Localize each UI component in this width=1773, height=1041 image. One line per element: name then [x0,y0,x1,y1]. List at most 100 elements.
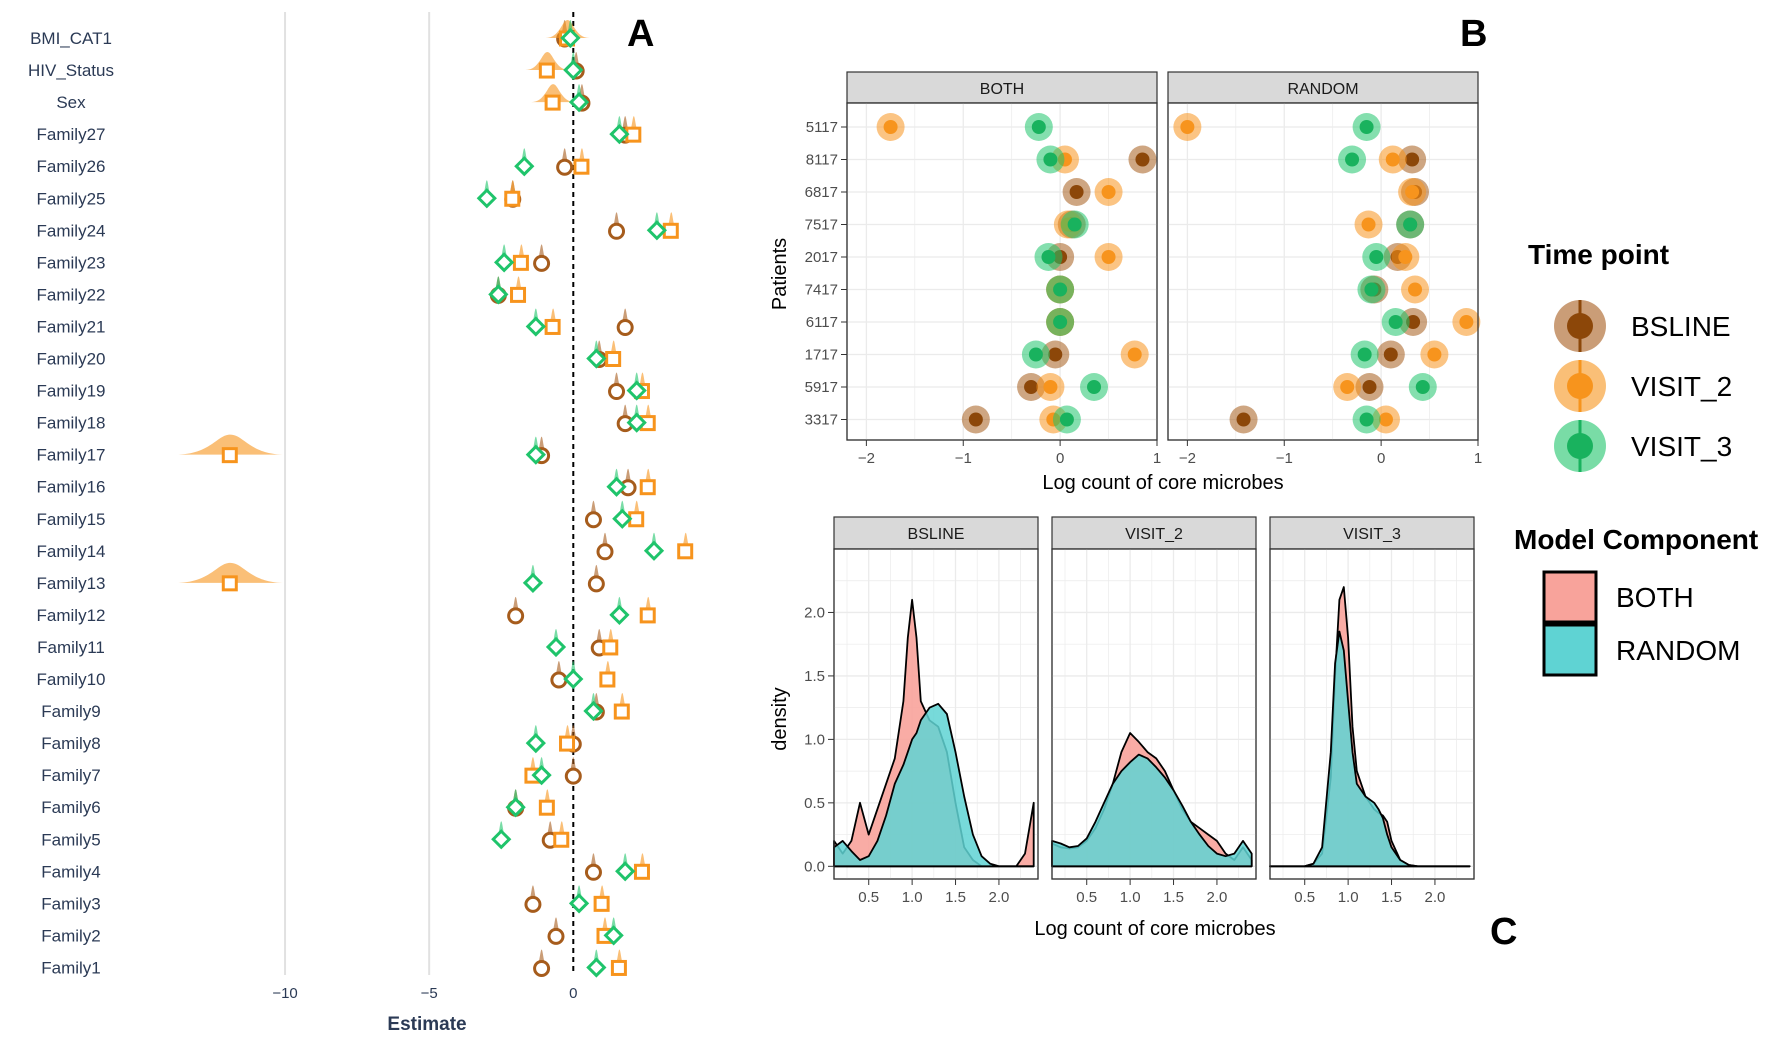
panel-b-x-tick-label: 1 [1474,450,1482,467]
panel-b-point-core [1043,152,1058,167]
panel-a-point-visit-3-family2 [603,925,624,946]
panel-b-x-tick-label: −1 [955,450,972,467]
panel-b-point-visit-2-6817 [1094,178,1123,206]
panel-a-category-label: Family7 [41,766,101,785]
panel-b-y-axis-title: Patients [769,238,791,310]
panel-c-facet-border [1269,548,1475,880]
panel-a-point-visit-3-family6 [505,797,526,818]
panel-b-point-core [1053,282,1068,297]
panel-c-facet-border [1051,548,1257,880]
panel-a-category-label: Family14 [37,542,106,561]
panel-b-point-bsline-3317 [961,405,990,434]
panel-a-point-bsline-family21 [616,318,634,336]
panel-c-x-tick-label: 0.5 [1294,889,1315,906]
panel-b-patient-label: 5917 [805,379,838,396]
panel-b-x-tick-label: −1 [1276,450,1293,467]
panel-a-point-visit-3-family4 [615,861,636,882]
legend-model-component-item-random: RANDOM [1542,623,1740,677]
panel-b-patient-label: 7517 [805,217,838,234]
panel-b-point-visit-2-5917 [1036,373,1065,401]
legend-time-point-swatch-core [1567,433,1593,459]
legend-model-component-label: BOTH [1616,582,1694,613]
panel-a-point-bsline-family10 [550,671,568,689]
panel-a-category-label: Family9 [41,702,101,721]
panel-a-point-bsline-family15 [584,511,602,529]
panel-b-point-visit-3-1717 [1350,340,1379,369]
panel-b-point-bsline-3317 [1229,405,1258,434]
panel-a-point-visit-2-family14 [677,543,694,560]
panel-b-point-core [1364,282,1379,297]
panel-b-point-visit-3-8117 [1338,145,1367,174]
panel-b-point-core [1031,120,1046,134]
panel-c-x-tick-label: 1.5 [1163,889,1184,906]
panel-c-facet-strip-label: VISIT_2 [1125,526,1183,543]
panel-a-category-label: Family21 [37,317,106,336]
panel-a-density-visit-2-sex [531,84,576,103]
panel-a-point-visit-3-family13 [522,572,544,593]
panel-a-category-label: Family17 [37,446,106,465]
panel-b-point-visit-3-2017 [1362,243,1391,271]
panel-b-facet-random: RANDOM −2 −1 0 1 [1167,71,1482,467]
panel-a-point-visit-2-family10 [599,671,616,688]
panel-c-y-axis-title: density [769,687,791,750]
panel-a-density-visit-2-family17 [175,434,286,455]
panel-c-x-axis-title: Log count of core microbes [1034,918,1275,940]
panel-b-point-bsline-5917 [1017,373,1046,401]
panel-a-point-visit-3-sex [568,91,590,113]
panel-a-category-label: Family4 [41,862,101,881]
panel-b-facet-border [1167,102,1479,441]
panel-a-point-visit-3-family14 [643,540,665,561]
panel-b-point-core [1359,120,1374,134]
panel-a-category-label: Family1 [41,958,101,977]
panel-a-category-label: Family12 [37,606,106,625]
panel-a-point-bsline-family1 [533,959,551,977]
panel-a-category-label: Family3 [41,894,101,913]
panel-b-point-core [883,120,898,134]
panel-a-point-bsline-family13 [587,575,605,593]
panel-b-point-core [1408,282,1423,297]
panel-a-point-visit-3-family5 [491,829,512,850]
panel-b-patient-label: 8117 [806,152,838,169]
panel-b-point-visit-2-2017 [1094,243,1123,271]
panel-a-point-visit-2-family25 [504,190,521,207]
panel-a-point-visit-2-family13 [221,575,238,592]
panel-a-point-visit-2-hiv-status [538,62,555,79]
panel-a-category-label: Family11 [37,638,105,657]
legend-time-point-label: BSLINE [1631,311,1731,342]
panel-a-point-visit-3-family23 [493,252,515,273]
panel-b-point-core [1101,185,1116,199]
panel-b-point-core [1357,347,1372,362]
panel-a-x-tick-label: −5 [421,985,438,1002]
panel-b-point-core [1345,152,1360,167]
panel-b-point-visit-3-6117 [1381,308,1410,336]
panel-b-facet-both: BOTH −2 −1 0 1 [846,71,1161,467]
panel-b-point-visit-2-5117 [1173,113,1202,141]
panel-a-point-visit-2-family5 [553,831,570,848]
panel-b-point-core [1378,412,1393,427]
panel-b-point-bsline-8117 [1128,145,1157,174]
panel-b-point-core [1459,315,1474,329]
panel-a-category-label: Family6 [41,798,101,817]
panel-a-category-label: Family20 [37,350,106,369]
panel-b-x-tick-label: −2 [1179,450,1196,467]
panel-a-category-label: Family10 [37,670,106,689]
panel-b-point-visit-3-3317 [1052,405,1081,434]
panel-a-point-visit-3-family15 [612,508,633,529]
panel-a-density-visit-2-family13 [175,562,286,583]
panel-a-point-visit-3-family7 [531,765,552,786]
panel-a-point-visit-2-family9 [613,703,630,720]
panel-a-point-visit-2-family4 [633,863,650,880]
panel-a-category-label: HIV_Status [28,61,114,80]
legend-time-point-label: VISIT_3 [1631,431,1732,462]
panel-a-point-bsline-family3 [524,895,542,913]
panel-a-point-visit-2-family22 [510,286,527,303]
legend-model-component-swatch [1542,570,1598,624]
panel-b-point-bsline-8117 [1398,145,1427,174]
panel-c-x-tick-label: 2.0 [989,889,1010,906]
panel-b-x-tick-label: 0 [1056,450,1064,467]
panel-a-point-bsline-family24 [608,222,626,240]
panel-b-point-visit-3-8117 [1036,145,1065,174]
panel-c-facet-bsline: BSLINE 0.5 1.0 1.5 2.0 [833,516,1039,906]
panel-c-x-tick-label: 1.0 [1120,889,1141,906]
